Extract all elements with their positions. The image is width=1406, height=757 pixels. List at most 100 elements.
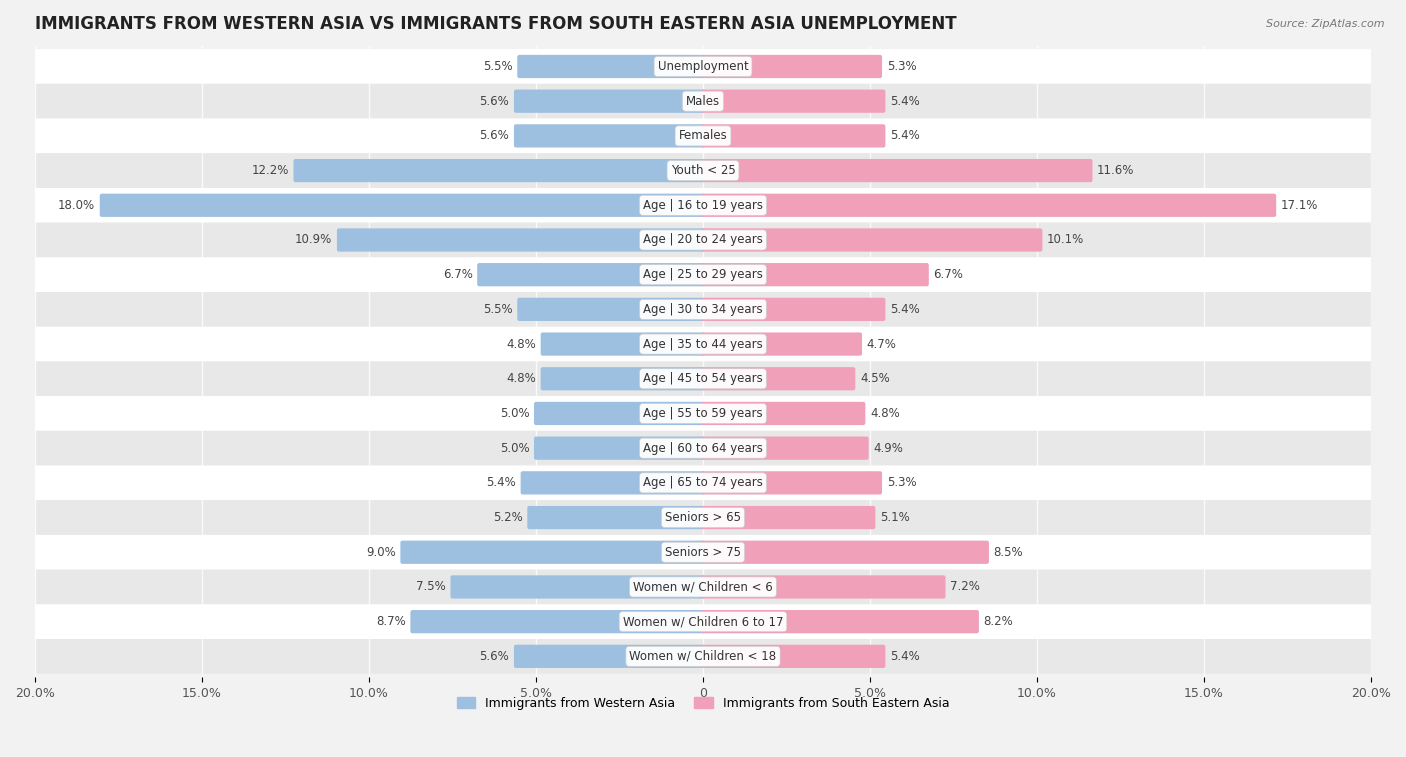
Text: Seniors > 75: Seniors > 75 — [665, 546, 741, 559]
FancyBboxPatch shape — [35, 188, 1371, 223]
Text: 5.5%: 5.5% — [484, 60, 513, 73]
FancyBboxPatch shape — [541, 367, 704, 391]
FancyBboxPatch shape — [702, 89, 886, 113]
Text: 5.6%: 5.6% — [479, 95, 509, 107]
FancyBboxPatch shape — [35, 535, 1371, 569]
Text: 6.7%: 6.7% — [443, 268, 472, 281]
Text: 7.5%: 7.5% — [416, 581, 446, 593]
Text: 5.3%: 5.3% — [887, 476, 917, 489]
Text: Age | 60 to 64 years: Age | 60 to 64 years — [643, 441, 763, 455]
Text: IMMIGRANTS FROM WESTERN ASIA VS IMMIGRANTS FROM SOUTH EASTERN ASIA UNEMPLOYMENT: IMMIGRANTS FROM WESTERN ASIA VS IMMIGRAN… — [35, 15, 956, 33]
Text: 4.8%: 4.8% — [506, 338, 536, 350]
Text: Age | 65 to 74 years: Age | 65 to 74 years — [643, 476, 763, 489]
Text: 9.0%: 9.0% — [366, 546, 395, 559]
Text: Age | 55 to 59 years: Age | 55 to 59 years — [643, 407, 763, 420]
FancyBboxPatch shape — [541, 332, 704, 356]
Text: 4.5%: 4.5% — [860, 372, 890, 385]
FancyBboxPatch shape — [35, 431, 1371, 466]
FancyBboxPatch shape — [294, 159, 704, 182]
Text: Age | 16 to 19 years: Age | 16 to 19 years — [643, 199, 763, 212]
Text: Unemployment: Unemployment — [658, 60, 748, 73]
Text: 10.9%: 10.9% — [295, 233, 332, 247]
Text: Males: Males — [686, 95, 720, 107]
Text: 5.4%: 5.4% — [890, 303, 920, 316]
Text: Women w/ Children 6 to 17: Women w/ Children 6 to 17 — [623, 615, 783, 628]
Text: 8.7%: 8.7% — [375, 615, 406, 628]
Text: 4.8%: 4.8% — [870, 407, 900, 420]
FancyBboxPatch shape — [527, 506, 704, 529]
FancyBboxPatch shape — [702, 540, 988, 564]
FancyBboxPatch shape — [702, 506, 876, 529]
FancyBboxPatch shape — [517, 298, 704, 321]
FancyBboxPatch shape — [702, 159, 1092, 182]
FancyBboxPatch shape — [35, 361, 1371, 396]
Text: 5.1%: 5.1% — [880, 511, 910, 524]
Text: 5.4%: 5.4% — [486, 476, 516, 489]
FancyBboxPatch shape — [534, 437, 704, 459]
Text: 10.1%: 10.1% — [1047, 233, 1084, 247]
Text: 5.0%: 5.0% — [499, 441, 529, 455]
Legend: Immigrants from Western Asia, Immigrants from South Eastern Asia: Immigrants from Western Asia, Immigrants… — [451, 692, 955, 715]
FancyBboxPatch shape — [702, 263, 929, 286]
FancyBboxPatch shape — [702, 55, 882, 78]
Text: 5.4%: 5.4% — [890, 95, 920, 107]
Text: 4.9%: 4.9% — [873, 441, 903, 455]
FancyBboxPatch shape — [35, 119, 1371, 153]
FancyBboxPatch shape — [517, 55, 704, 78]
FancyBboxPatch shape — [35, 604, 1371, 639]
Text: 5.6%: 5.6% — [479, 650, 509, 663]
Text: Youth < 25: Youth < 25 — [671, 164, 735, 177]
FancyBboxPatch shape — [450, 575, 704, 599]
FancyBboxPatch shape — [702, 124, 886, 148]
Text: Seniors > 65: Seniors > 65 — [665, 511, 741, 524]
Text: 5.2%: 5.2% — [494, 511, 523, 524]
Text: 7.2%: 7.2% — [950, 581, 980, 593]
Text: Age | 30 to 34 years: Age | 30 to 34 years — [643, 303, 763, 316]
FancyBboxPatch shape — [515, 124, 704, 148]
Text: Age | 20 to 24 years: Age | 20 to 24 years — [643, 233, 763, 247]
Text: 4.7%: 4.7% — [866, 338, 897, 350]
Text: 8.2%: 8.2% — [984, 615, 1014, 628]
Text: Women w/ Children < 6: Women w/ Children < 6 — [633, 581, 773, 593]
Text: Age | 45 to 54 years: Age | 45 to 54 years — [643, 372, 763, 385]
Text: 11.6%: 11.6% — [1097, 164, 1135, 177]
Text: Females: Females — [679, 129, 727, 142]
FancyBboxPatch shape — [401, 540, 704, 564]
FancyBboxPatch shape — [702, 194, 1277, 217]
Text: 4.8%: 4.8% — [506, 372, 536, 385]
FancyBboxPatch shape — [35, 327, 1371, 361]
Text: Age | 35 to 44 years: Age | 35 to 44 years — [643, 338, 763, 350]
Text: 12.2%: 12.2% — [252, 164, 288, 177]
Text: 17.1%: 17.1% — [1281, 199, 1319, 212]
FancyBboxPatch shape — [35, 153, 1371, 188]
FancyBboxPatch shape — [702, 402, 865, 425]
FancyBboxPatch shape — [702, 298, 886, 321]
Text: 5.4%: 5.4% — [890, 650, 920, 663]
FancyBboxPatch shape — [411, 610, 704, 634]
FancyBboxPatch shape — [100, 194, 704, 217]
FancyBboxPatch shape — [35, 257, 1371, 292]
FancyBboxPatch shape — [534, 402, 704, 425]
FancyBboxPatch shape — [337, 229, 704, 251]
Text: Source: ZipAtlas.com: Source: ZipAtlas.com — [1267, 19, 1385, 29]
FancyBboxPatch shape — [477, 263, 704, 286]
FancyBboxPatch shape — [35, 223, 1371, 257]
FancyBboxPatch shape — [35, 466, 1371, 500]
Text: 6.7%: 6.7% — [934, 268, 963, 281]
FancyBboxPatch shape — [35, 500, 1371, 535]
FancyBboxPatch shape — [35, 639, 1371, 674]
FancyBboxPatch shape — [702, 472, 882, 494]
Text: 5.5%: 5.5% — [484, 303, 513, 316]
Text: Age | 25 to 29 years: Age | 25 to 29 years — [643, 268, 763, 281]
FancyBboxPatch shape — [35, 292, 1371, 327]
FancyBboxPatch shape — [35, 569, 1371, 604]
Text: 5.4%: 5.4% — [890, 129, 920, 142]
FancyBboxPatch shape — [515, 645, 704, 668]
FancyBboxPatch shape — [35, 49, 1371, 84]
FancyBboxPatch shape — [702, 575, 945, 599]
Text: 8.5%: 8.5% — [994, 546, 1024, 559]
FancyBboxPatch shape — [702, 610, 979, 634]
FancyBboxPatch shape — [702, 367, 855, 391]
FancyBboxPatch shape — [35, 84, 1371, 119]
FancyBboxPatch shape — [35, 396, 1371, 431]
